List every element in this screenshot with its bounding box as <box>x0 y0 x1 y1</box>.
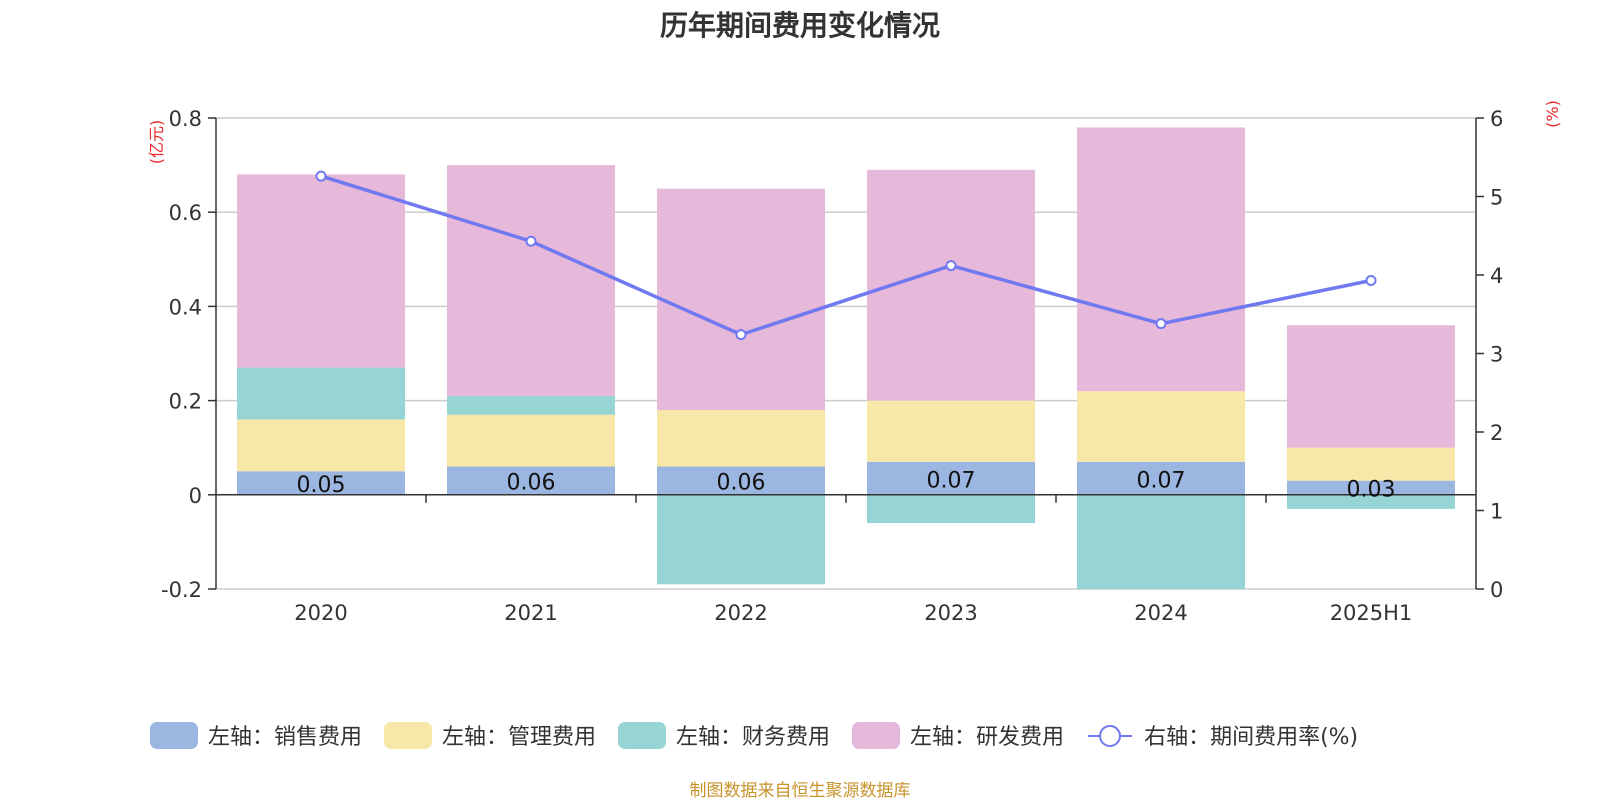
data-label: 0.06 <box>717 471 766 496</box>
bar-segment <box>1077 461 1245 495</box>
right-axis-tick-label: 0 <box>1490 578 1503 602</box>
right-axis-tick-label: 2 <box>1490 421 1503 445</box>
right-axis-tick-label: 1 <box>1490 500 1503 524</box>
right-axis-tick-label: 5 <box>1490 186 1503 210</box>
bar-segment <box>657 188 825 411</box>
bar-segment <box>1077 494 1245 589</box>
line-point <box>1365 274 1377 286</box>
chart-title: 历年期间费用变化情况 <box>659 9 940 42</box>
legend-label: 左轴：管理费用 <box>442 725 597 750</box>
x-axis-tick-label: 2020 <box>294 601 347 625</box>
source-note: 制图数据来自恒生聚源数据库 <box>689 781 911 801</box>
bar-segment <box>867 400 1035 462</box>
legend-label: 左轴：研发费用 <box>910 725 1065 750</box>
legend-label: 右轴：期间费用率(%) <box>1144 725 1359 750</box>
left-axis-tick-label: -0.2 <box>161 578 202 602</box>
left-axis-tick-label: 0 <box>189 484 202 508</box>
right-axis-tick-label: 6 <box>1490 107 1503 131</box>
bar-segment <box>237 367 405 420</box>
bar-segment <box>237 174 405 368</box>
bar-segment <box>657 466 825 495</box>
x-axis-tick-label: 2021 <box>504 601 557 625</box>
axis-layer: 0.8 0.6 0.4 0.2 0 -0.2 6 5 4 3 2 1 0 (亿元) (%) 2020 2021 2… <box>147 100 1562 625</box>
left-axis-tick-label: 0.2 <box>169 390 202 414</box>
line-point <box>1155 318 1167 330</box>
bar-segment <box>447 395 615 415</box>
x-axis-tick-label: 2024 <box>1134 601 1187 625</box>
line-point <box>945 260 957 272</box>
legend-label: 左轴：财务费用 <box>676 725 831 750</box>
bar-segment <box>447 165 615 396</box>
series-line <box>320 174 1372 337</box>
left-axis-tick-label: 0.8 <box>169 107 202 131</box>
bar-segment <box>867 461 1035 495</box>
x-axis-tick-label: 2023 <box>924 601 977 625</box>
bar-segment <box>237 471 405 495</box>
line-point <box>315 170 327 182</box>
legend-line-circle-icon <box>1088 724 1133 747</box>
data-label: 0.07 <box>927 468 976 493</box>
bar-segment <box>1287 325 1455 448</box>
legend-item[interactable]: 左轴：研发费用 <box>852 719 1064 751</box>
bar-layer <box>237 127 1455 589</box>
bar-segment <box>657 410 825 467</box>
legend-item[interactable]: 左轴：财务费用 <box>618 719 830 751</box>
x-axis-tick-label: 2022 <box>714 601 767 625</box>
bar-segment <box>657 494 825 585</box>
legend-swatch <box>384 721 433 749</box>
left-axis-tick-label: 0.6 <box>169 201 202 225</box>
label-layer: 0.05 0.06 0.06 0.07 0.07 0.03 <box>297 468 1396 502</box>
legend: 左轴：销售费用 左轴：管理费用 左轴：财务费用 左轴：研发费用 右轴：期间费用率(%) <box>150 718 1380 752</box>
bar-segment <box>1077 127 1245 392</box>
right-axis-tick-label: 3 <box>1490 343 1503 367</box>
legend-swatch <box>852 721 901 749</box>
bar-segment <box>1287 494 1455 509</box>
bar-segment <box>447 466 615 495</box>
legend-item[interactable]: 左轴：销售费用 <box>150 719 362 751</box>
legend-label: 左轴：销售费用 <box>208 725 363 750</box>
data-label: 0.03 <box>1347 478 1396 503</box>
bar-segment <box>237 419 405 472</box>
legend-swatch <box>150 721 198 749</box>
bar-segment <box>867 494 1035 524</box>
data-label: 0.06 <box>507 471 556 496</box>
x-axis-tick-label: 2025H1 <box>1330 601 1413 625</box>
grid-layer <box>216 117 1476 590</box>
data-label: 0.05 <box>297 473 346 498</box>
line-point <box>735 329 747 341</box>
right-axis-unit: (%) <box>1543 100 1562 128</box>
line-layer <box>315 170 1377 341</box>
bar-segment <box>1287 447 1455 481</box>
data-label: 0.07 <box>1137 468 1186 493</box>
right-axis-tick-label: 4 <box>1490 264 1503 288</box>
legend-item[interactable]: 左轴：管理费用 <box>384 719 596 751</box>
legend-swatch <box>618 721 667 749</box>
bar-segment <box>1077 391 1245 462</box>
bar-segment <box>447 414 615 467</box>
line-point <box>525 235 537 247</box>
legend-item[interactable]: 右轴：期间费用率(%) <box>1086 719 1358 751</box>
left-axis-tick-label: 0.4 <box>169 295 202 319</box>
bar-segment <box>1287 480 1455 495</box>
left-axis-unit: (亿元) <box>147 120 166 165</box>
